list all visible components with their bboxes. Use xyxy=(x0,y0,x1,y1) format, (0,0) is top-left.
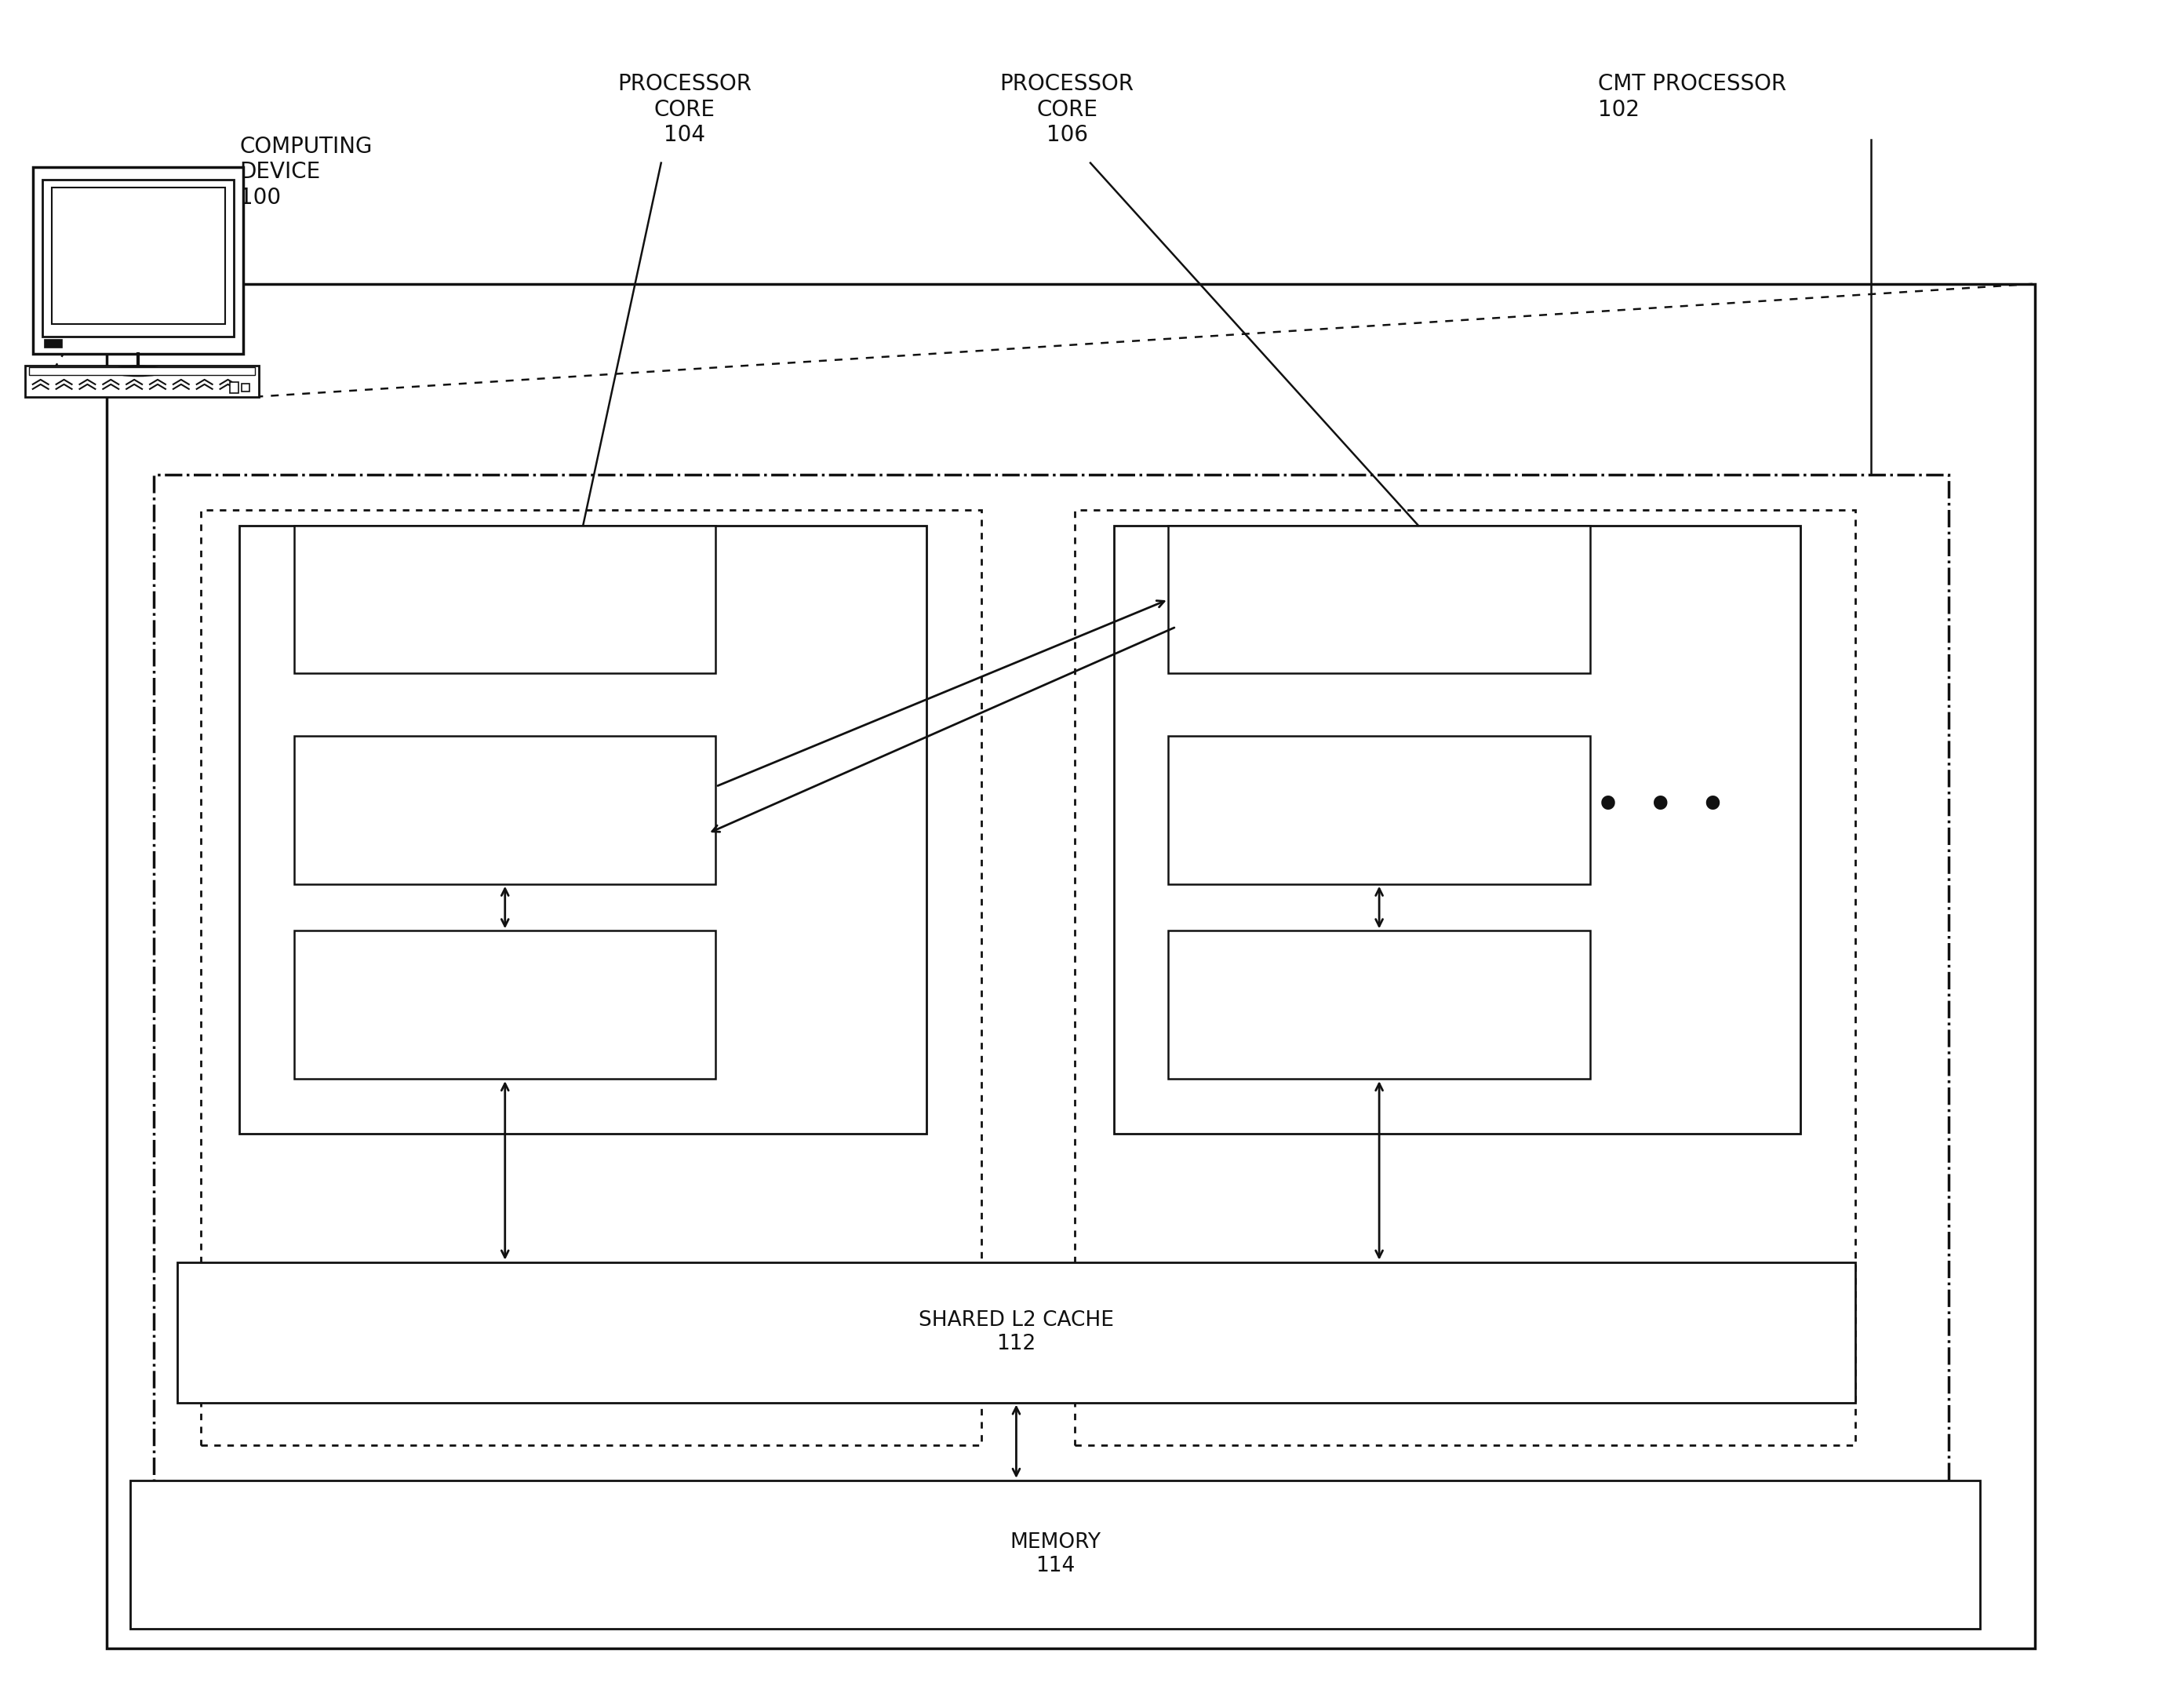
Text: COMPUTING
DEVICE
100: COMPUTING DEVICE 100 xyxy=(239,135,372,208)
Bar xyxy=(239,526,926,1134)
Bar xyxy=(106,284,2034,1648)
Bar xyxy=(200,509,982,1445)
Bar xyxy=(1076,509,1856,1445)
Bar xyxy=(130,1481,1980,1628)
Bar xyxy=(1169,931,1591,1079)
Text: PROCESSOR
CORE
104: PROCESSOR CORE 104 xyxy=(617,73,752,147)
Text: •  •  •: • • • xyxy=(1595,787,1725,825)
Text: THREAD 3
204: THREAD 3 204 xyxy=(1326,577,1432,622)
Text: PROCESSOR
CORE
106: PROCESSOR CORE 106 xyxy=(1000,73,1134,147)
Bar xyxy=(293,526,715,673)
Bar xyxy=(41,179,235,336)
Text: SHARED L2 CACHE
112: SHARED L2 CACHE 112 xyxy=(919,1310,1115,1354)
Text: L1 CACHE
110: L1 CACHE 110 xyxy=(454,982,556,1027)
Bar xyxy=(230,383,239,393)
Bar xyxy=(52,188,224,325)
Bar xyxy=(1169,526,1591,673)
Bar xyxy=(293,931,715,1079)
Text: CORE PIPELINE 108: CORE PIPELINE 108 xyxy=(482,545,684,565)
Text: L1 CACHE
110: L1 CACHE 110 xyxy=(1328,982,1430,1027)
Bar xyxy=(293,736,715,885)
Text: CMT PROCESSOR
102: CMT PROCESSOR 102 xyxy=(1597,73,1786,121)
Bar xyxy=(43,340,61,348)
Bar xyxy=(154,475,1949,1503)
Bar xyxy=(241,384,250,391)
Text: THREAD 4
206: THREAD 4 206 xyxy=(1326,787,1432,832)
Bar xyxy=(33,167,243,354)
Text: THREAD 2
202: THREAD 2 202 xyxy=(452,787,558,832)
Bar xyxy=(178,1262,1856,1402)
Bar xyxy=(1169,736,1591,885)
Bar xyxy=(1115,526,1801,1134)
Text: MEMORY
114: MEMORY 114 xyxy=(1010,1532,1102,1576)
Text: THREAD 1
200: THREAD 1 200 xyxy=(452,577,558,622)
Text: CORE PIPELINE 108: CORE PIPELINE 108 xyxy=(1356,545,1558,565)
Bar xyxy=(24,366,259,396)
Ellipse shape xyxy=(113,367,163,376)
Bar xyxy=(28,367,254,376)
